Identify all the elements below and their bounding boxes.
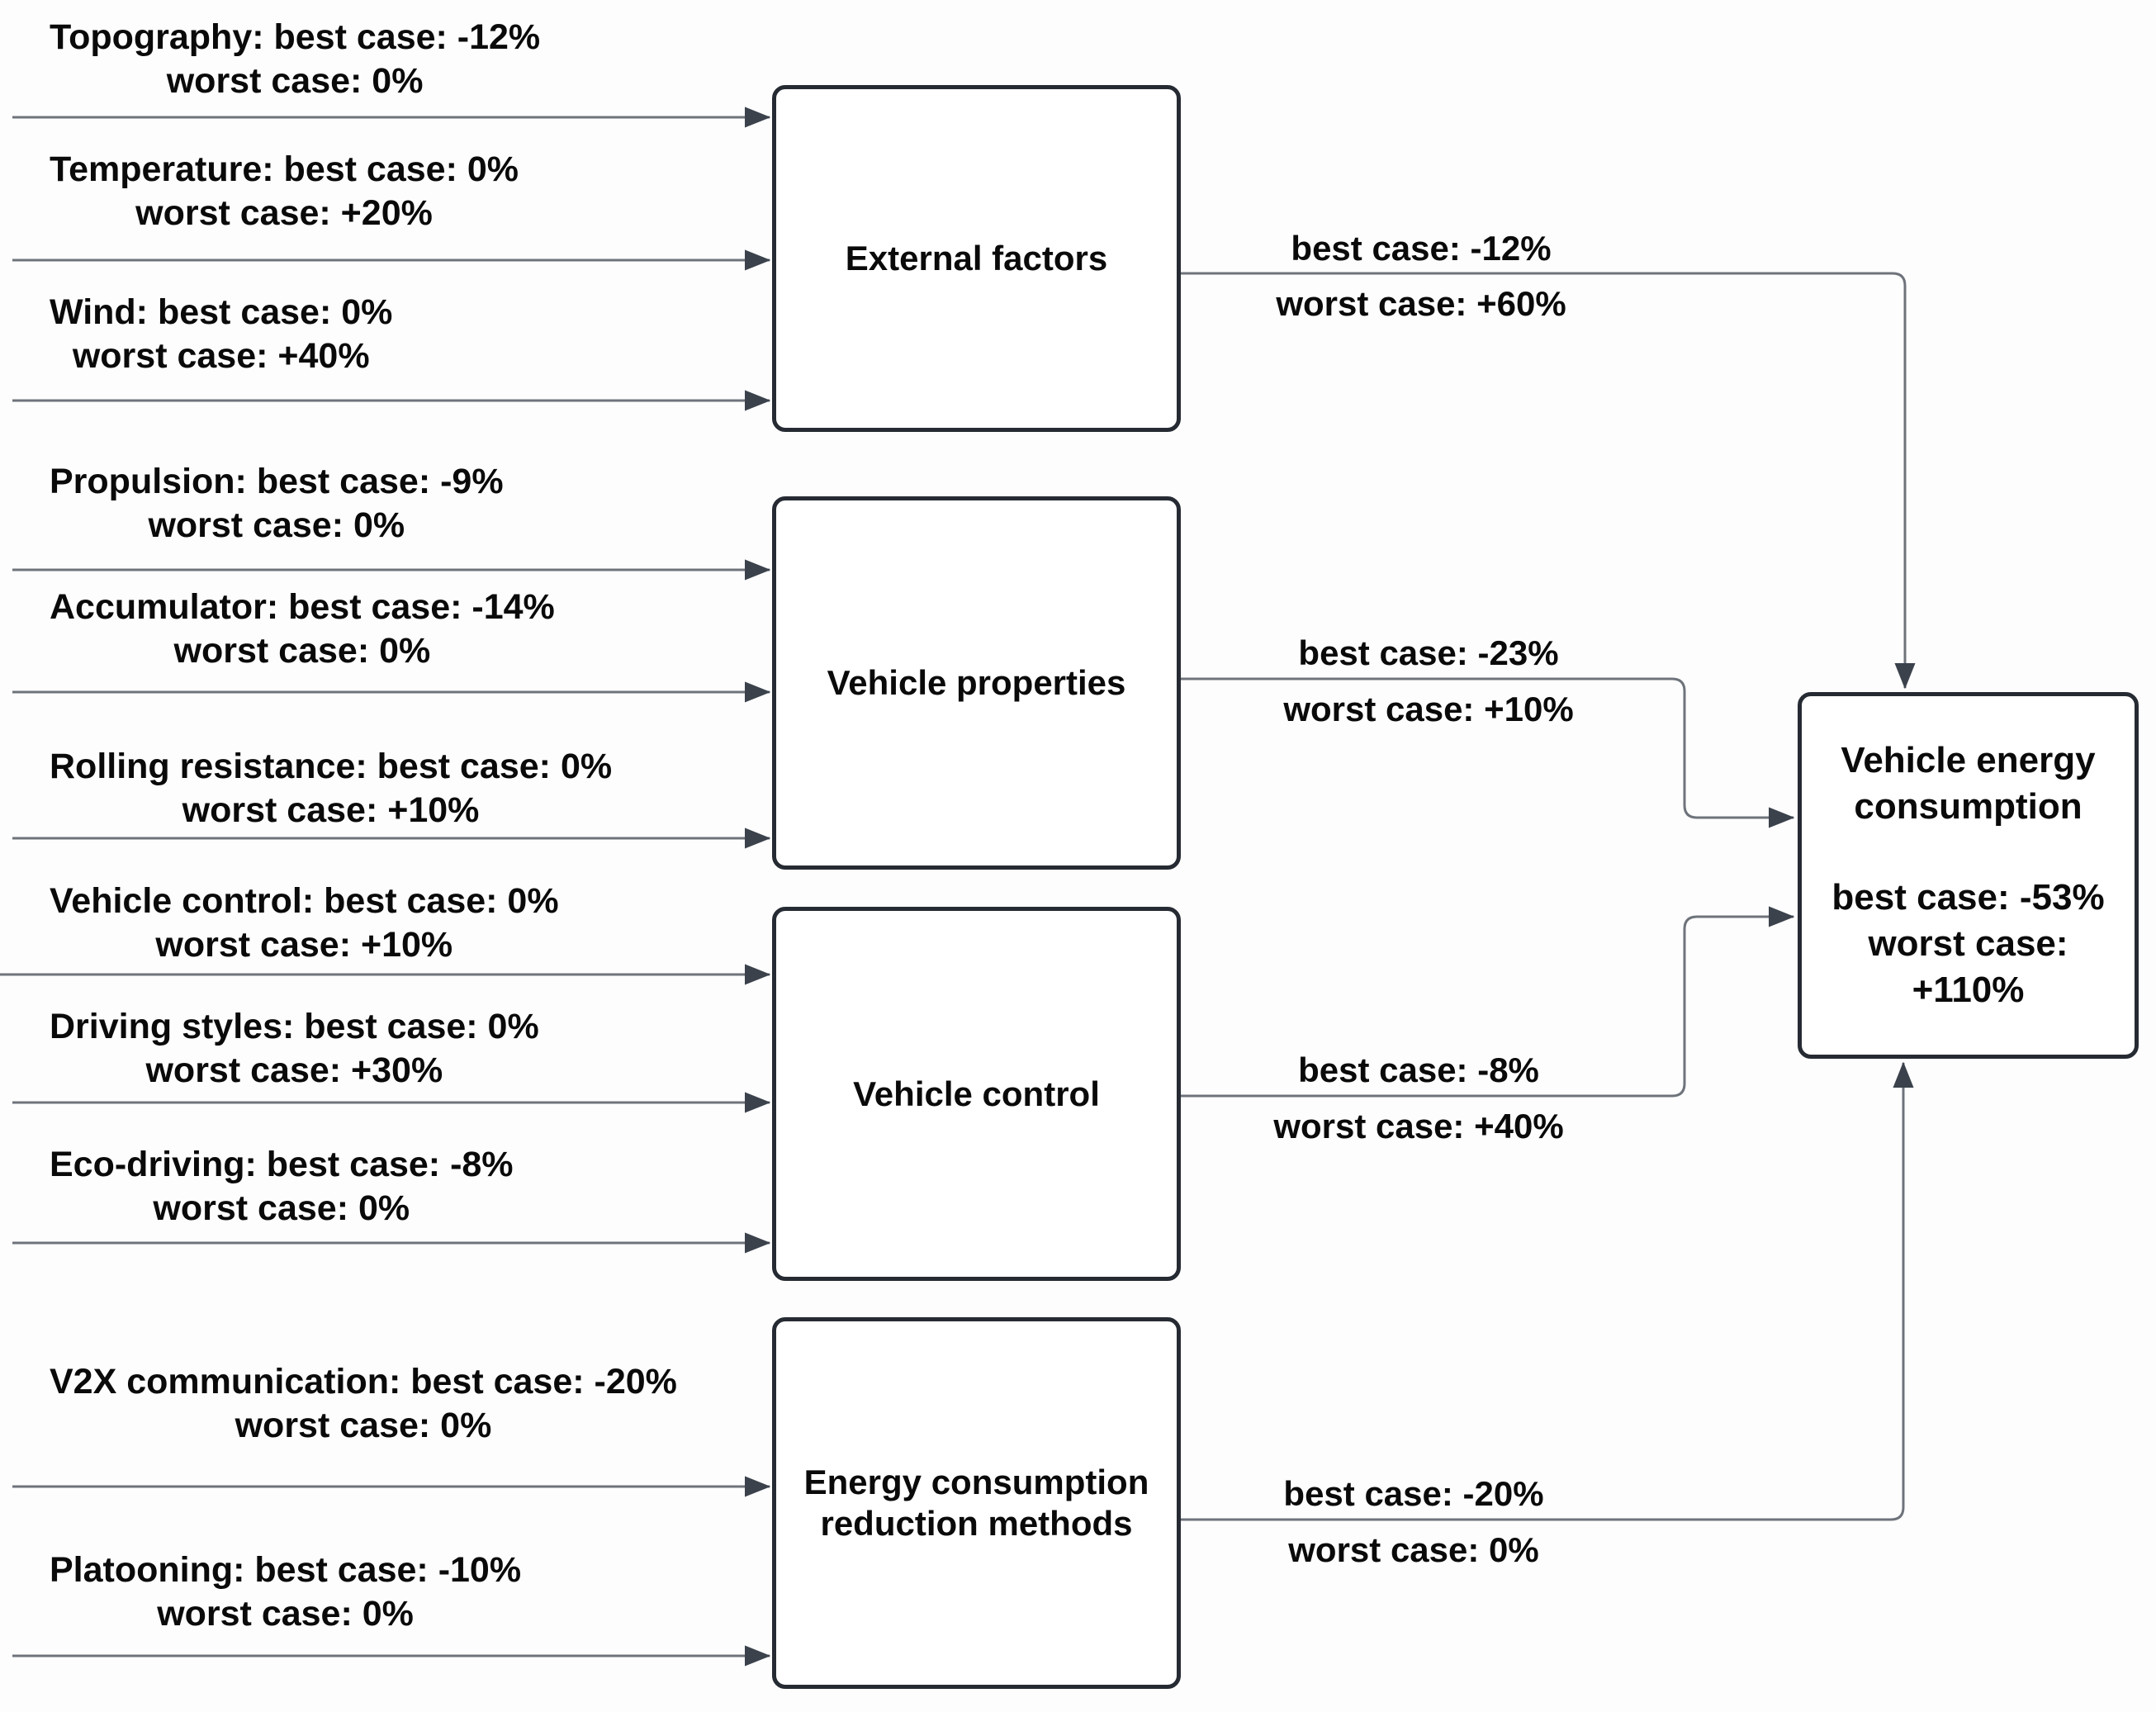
factor-label-eco-driving: Eco-driving: best case: -8% worst case: 0… [50,1143,514,1231]
edge-label-methods-worst: worst case: 0% [1288,1530,1539,1569]
node-vehicle-energy-consumption: Vehicle energy consumption best case: -5… [1798,692,2139,1059]
factor-label-topography: Topography: best case: -12% worst case: 0… [50,16,540,103]
edge-label-external-best: best case: -12% [1291,229,1552,268]
factor-rolling-line1: Rolling resistance: best case: 0% [50,747,613,786]
edge-label-methods-best: best case: -20% [1283,1474,1544,1513]
factor-driving-line1: Driving styles: best case: 0% [50,1007,539,1046]
factor-label-driving-styles: Driving styles: best case: 0% worst case:… [50,1005,539,1093]
factor-label-accumulator: Accumulator: best case: -14% worst case: … [50,586,555,673]
edge-label-properties-worst: worst case: +10% [1283,690,1574,728]
factor-platooning-line2: worst case: 0% [157,1594,414,1634]
factor-temperature-line1: Temperature: best case: 0% [50,149,519,189]
factor-wind-line1: Wind: best case: 0% [50,292,393,332]
edge-label-external-worst: worst case: +60% [1276,284,1566,323]
edge-external-factors [1181,272,1905,688]
factor-label-temperature: Temperature: best case: 0% worst case: +2… [50,148,519,235]
edge-vehicle-properties [1181,677,1794,818]
factor-rolling-line2: worst case: +10% [182,790,480,830]
factor-wind-line2: worst case: +40% [72,336,370,376]
factor-label-propulsion: Propulsion: best case: -9% worst case: 0% [50,460,504,548]
node-energy-methods: Energy consumption reduction methods [772,1317,1181,1689]
node-vehicle-control: Vehicle control [772,907,1181,1281]
factor-accumulator-line2: worst case: 0% [173,631,431,671]
factor-v2x-line2: worst case: 0% [235,1406,492,1445]
edge-label-control-best: best case: -8% [1298,1050,1539,1089]
node-vehicle-properties-title: Vehicle properties [827,663,1126,702]
factor-driving-line2: worst case: +30% [145,1050,443,1090]
node-vehicle-properties: Vehicle properties [772,496,1181,870]
factor-topography-line1: Topography: best case: -12% [50,17,541,57]
factor-label-platooning: Platooning: best case: -10% worst case: 0… [50,1548,521,1636]
factor-vcontrol-line2: worst case: +10% [155,925,453,965]
factor-label-rolling-resistance: Rolling resistance: best case: 0% worst c… [50,745,612,832]
factor-propulsion-line1: Propulsion: best case: -9% [50,462,504,501]
node-external-factors: External factors [772,85,1181,432]
result-values: best case: -53% worst case: +110% [1831,877,2105,1010]
edge-energy-methods [1181,1063,1903,1521]
edge-label-properties-best: best case: -23% [1298,633,1559,672]
edge-label-control-worst: worst case: +40% [1273,1107,1564,1145]
factor-temperature-line2: worst case: +20% [135,193,433,233]
factor-label-wind: Wind: best case: 0% worst case: +40% [50,291,392,378]
factor-label-vehicle-control: Vehicle control: best case: 0% worst case… [50,880,559,967]
node-energy-methods-title: Energy consumption reduction methods [803,1463,1149,1543]
node-vehicle-control-title: Vehicle control [853,1074,1100,1113]
result-content: Vehicle energy consumption best case: -5… [1831,737,2104,1013]
factor-eco-line2: worst case: 0% [153,1188,410,1228]
factor-v2x-line1: V2X communication: best case: -20% [50,1362,677,1401]
factor-accumulator-line1: Accumulator: best case: -14% [50,587,555,627]
result-title: Vehicle energy consumption [1841,740,2096,827]
factor-platooning-line1: Platooning: best case: -10% [50,1550,522,1590]
factor-vcontrol-line1: Vehicle control: best case: 0% [50,881,559,921]
factor-label-v2x: V2X communication: best case: -20% worst … [50,1360,677,1448]
factor-topography-line2: worst case: 0% [166,61,424,101]
node-external-factors-title: External factors [845,239,1108,277]
factor-eco-line1: Eco-driving: best case: -8% [50,1145,514,1184]
factor-propulsion-line2: worst case: 0% [148,505,405,545]
edge-vehicle-control [1181,917,1794,1098]
